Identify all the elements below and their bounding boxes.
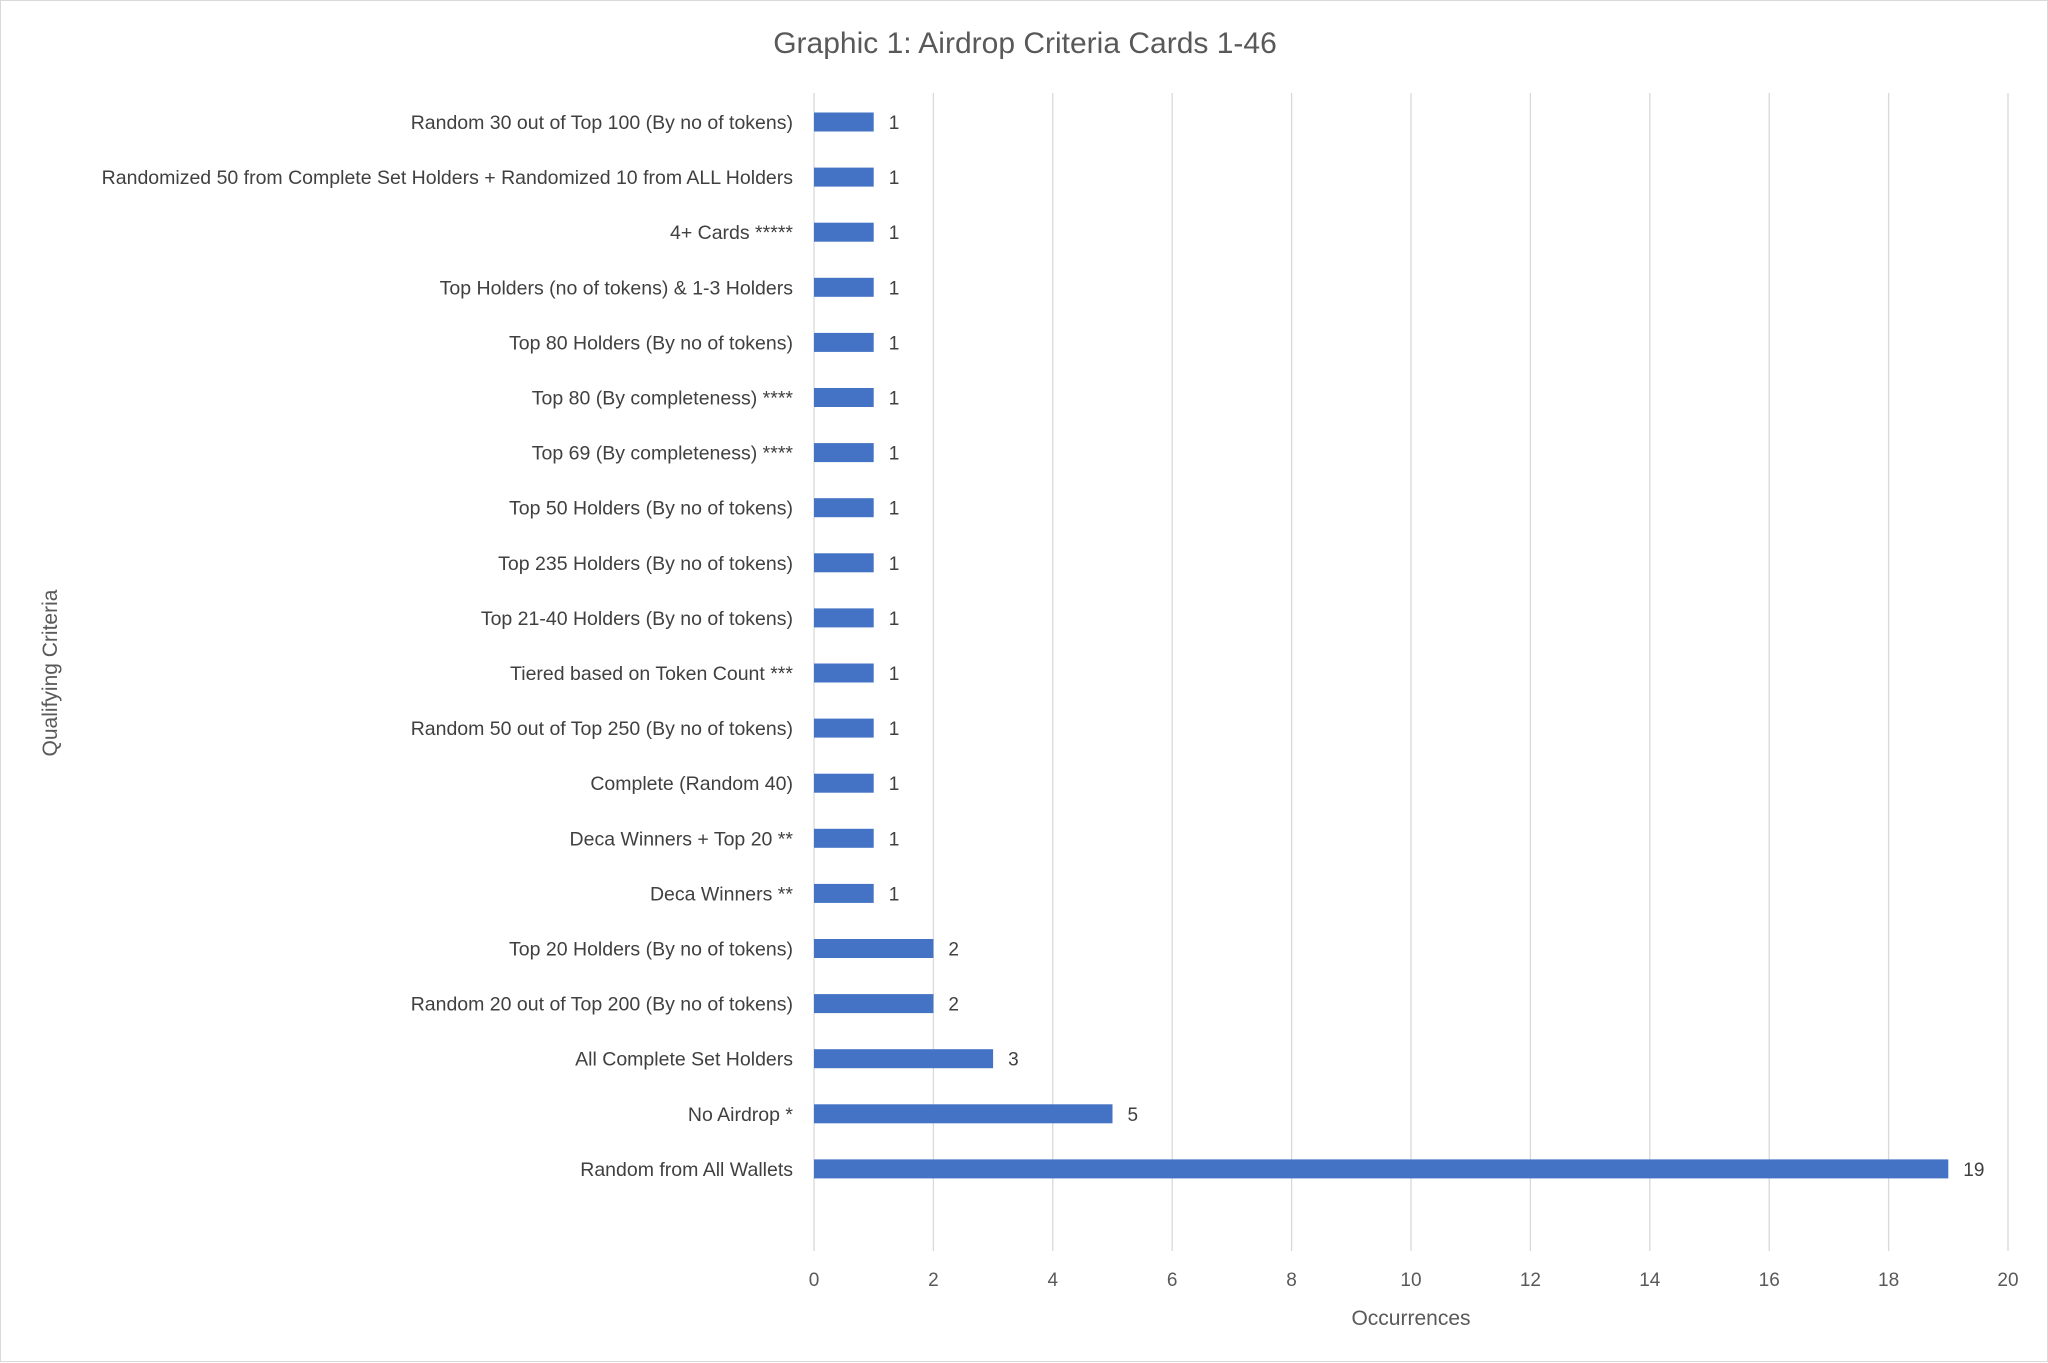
category-label: Complete (Random 40) bbox=[590, 773, 793, 795]
data-label: 1 bbox=[889, 884, 900, 905]
x-tick-label: 14 bbox=[1639, 1270, 1661, 1291]
data-label: 5 bbox=[1128, 1105, 1139, 1126]
x-tick-label: 16 bbox=[1759, 1270, 1780, 1291]
x-tick-label: 18 bbox=[1878, 1270, 1899, 1291]
bar bbox=[814, 443, 874, 463]
category-label: Top Holders (no of tokens) & 1-3 Holders bbox=[440, 277, 794, 299]
bar bbox=[814, 1049, 994, 1069]
data-label: 1 bbox=[889, 719, 900, 740]
data-label: 1 bbox=[889, 278, 900, 299]
data-label: 2 bbox=[948, 995, 959, 1016]
bar bbox=[814, 167, 874, 187]
bar bbox=[814, 663, 874, 683]
x-tick-label: 12 bbox=[1520, 1270, 1541, 1291]
data-label: 1 bbox=[889, 774, 900, 795]
data-label: 1 bbox=[889, 223, 900, 244]
data-label: 1 bbox=[889, 609, 900, 630]
category-label: Random 50 out of Top 250 (By no of token… bbox=[411, 718, 793, 740]
category-label: Random 20 out of Top 200 (By no of token… bbox=[411, 994, 793, 1016]
category-label: Top 20 Holders (By no of tokens) bbox=[509, 939, 793, 961]
data-label: 1 bbox=[889, 554, 900, 575]
bar bbox=[814, 994, 934, 1014]
x-tick-label: 10 bbox=[1400, 1270, 1421, 1291]
data-labels: 1 1 1 1 1 1 1 1 1 1 1 1 1 1 1 2 2 3 5 19 bbox=[889, 113, 1985, 1181]
bar bbox=[814, 388, 874, 407]
x-tick-labels: 0 2 4 6 8 10 12 14 16 18 20 bbox=[809, 1270, 2019, 1291]
bar bbox=[814, 112, 874, 132]
bar bbox=[814, 828, 874, 848]
category-label: Top 69 (By completeness) **** bbox=[532, 443, 794, 465]
x-tick-label: 2 bbox=[928, 1270, 939, 1291]
category-label: Top 80 Holders (By no of tokens) bbox=[509, 332, 793, 354]
category-label: Tiered based on Token Count *** bbox=[510, 663, 793, 685]
category-label: Top 80 (By completeness) **** bbox=[532, 388, 794, 410]
data-label: 1 bbox=[889, 333, 900, 354]
bar bbox=[814, 939, 934, 958]
data-label: 1 bbox=[889, 499, 900, 520]
bar bbox=[814, 498, 874, 518]
data-label: 2 bbox=[948, 940, 959, 961]
category-labels: Random 30 out of Top 100 (By no of token… bbox=[102, 112, 794, 1181]
data-label: 1 bbox=[889, 829, 900, 850]
bar bbox=[814, 1104, 1113, 1124]
category-label: Deca Winners + Top 20 ** bbox=[570, 828, 794, 850]
category-label: Top 50 Holders (By no of tokens) bbox=[509, 498, 793, 520]
bar bbox=[814, 608, 874, 628]
bar bbox=[814, 1159, 1949, 1179]
x-tick-label: 6 bbox=[1167, 1270, 1178, 1291]
data-label: 1 bbox=[889, 444, 900, 465]
category-label: Random from All Wallets bbox=[580, 1159, 793, 1181]
category-label: Randomized 50 from Complete Set Holders … bbox=[102, 167, 794, 189]
x-tick-label: 8 bbox=[1286, 1270, 1297, 1291]
gridlines bbox=[813, 93, 2009, 1251]
category-label: Top 235 Holders (By no of tokens) bbox=[498, 553, 793, 575]
bar bbox=[814, 222, 874, 242]
category-label: Random 30 out of Top 100 (By no of token… bbox=[411, 112, 793, 134]
data-label: 1 bbox=[889, 389, 900, 410]
category-label: No Airdrop * bbox=[688, 1104, 794, 1126]
y-axis-title: Qualifying Criteria bbox=[39, 589, 62, 756]
data-label: 3 bbox=[1008, 1050, 1019, 1071]
category-label: Top 21-40 Holders (By no of tokens) bbox=[481, 608, 793, 630]
data-label: 1 bbox=[889, 168, 900, 189]
bar bbox=[814, 718, 874, 738]
bar bbox=[814, 553, 874, 573]
x-tick-label: 0 bbox=[809, 1270, 820, 1291]
category-label: Deca Winners ** bbox=[650, 883, 793, 905]
data-label: 1 bbox=[889, 113, 900, 134]
data-label: 19 bbox=[1963, 1160, 1984, 1181]
x-tick-label: 4 bbox=[1048, 1270, 1059, 1291]
category-label: 4+ Cards ***** bbox=[670, 222, 793, 244]
bar bbox=[814, 773, 874, 793]
data-label: 1 bbox=[889, 664, 900, 685]
bars bbox=[814, 112, 1949, 1179]
x-tick-label: 20 bbox=[1997, 1270, 2018, 1291]
chart-title: Graphic 1: Airdrop Criteria Cards 1-46 bbox=[773, 27, 1277, 60]
bar bbox=[814, 277, 874, 297]
category-label: All Complete Set Holders bbox=[575, 1049, 793, 1071]
bar bbox=[814, 332, 874, 352]
bar bbox=[814, 883, 874, 903]
x-axis-title: Occurrences bbox=[1351, 1307, 1470, 1330]
